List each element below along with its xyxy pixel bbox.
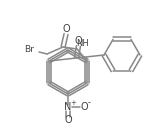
- Text: O: O: [80, 102, 88, 112]
- Text: O: O: [75, 36, 82, 46]
- Text: -: -: [87, 99, 90, 108]
- Text: O: O: [64, 115, 72, 125]
- Text: NH: NH: [76, 40, 88, 48]
- Text: Br: Br: [24, 45, 34, 53]
- Text: +: +: [70, 100, 76, 106]
- Text: O: O: [62, 24, 70, 34]
- Text: N: N: [64, 102, 72, 112]
